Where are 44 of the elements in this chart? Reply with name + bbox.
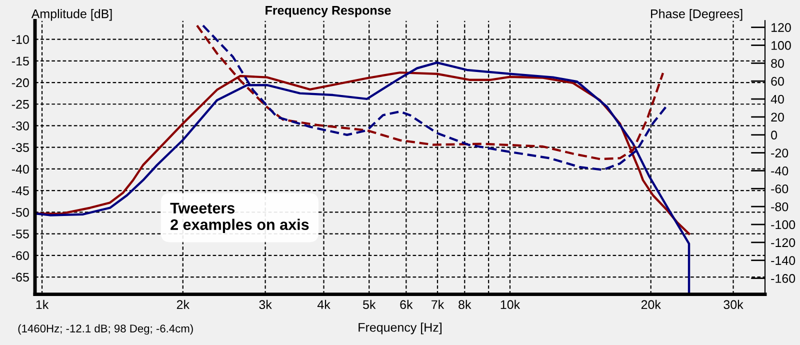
- y-tick-label: -30: [12, 122, 29, 130]
- y2-tick-label: 20: [771, 112, 784, 122]
- y-tick-label: -45: [12, 186, 29, 196]
- y2-tick-label: -20: [771, 148, 788, 158]
- y-tick-label: -10: [12, 35, 29, 44]
- y2-tick-label: -160: [771, 274, 796, 283]
- y-tick-label: -20: [12, 78, 29, 88]
- text: (1460Hz; -12.1 dB; 98 Deg; -6.4cm): [18, 324, 193, 335]
- y2-tick-label: -40: [771, 166, 788, 176]
- x-tick-label: 3k: [259, 300, 272, 310]
- y2-axis-title: Phase [Degrees]: [651, 9, 742, 21]
- y2-tick-label: 60: [771, 76, 784, 86]
- y2-tick-label: -140: [771, 256, 796, 265]
- x-tick-label: 5k: [363, 300, 376, 310]
- x-tick-label: 20k: [641, 300, 661, 310]
- chart-title: Frequency Response: [266, 6, 391, 18]
- y2-tick-label: -60: [771, 184, 788, 194]
- x-tick-label: 8k: [458, 300, 472, 310]
- x-tick-label: 7k: [432, 300, 444, 309]
- y-tick-label: -35: [12, 143, 29, 152]
- y2-tick-label: 80: [771, 58, 784, 68]
- y-tick-label: -40: [12, 164, 29, 174]
- y2-tick-label: -80: [771, 202, 788, 212]
- y2-tick-label: 0: [771, 130, 778, 140]
- y2-tick-label: 100: [772, 41, 791, 50]
- y2-tick-label: 40: [770, 94, 784, 104]
- x-tick-label: 6k: [400, 300, 413, 310]
- y-axis-title: Amplitude [dB]: [31, 9, 112, 21]
- y2-tick-label: 120: [772, 23, 791, 32]
- y-tick-label: -60: [12, 251, 29, 260]
- x-tick-label: 30k: [724, 300, 744, 310]
- y-tick-label: -65: [12, 272, 29, 282]
- y2-tick-label: -100: [771, 220, 796, 230]
- y-tick-label: -25: [12, 100, 29, 109]
- y-tick-label: -50: [12, 208, 29, 217]
- y2-tick-label: -120: [771, 238, 796, 248]
- x-tick-label: 10k: [500, 300, 520, 310]
- x-tick-label: 2k: [176, 300, 190, 309]
- y-tick-label: -15: [12, 56, 29, 66]
- x-tick-label: 4k: [317, 300, 330, 309]
- x-axis-title: Frequency [Hz]: [358, 322, 442, 334]
- annotation: Tweeters 2 examples on axis: [170, 202, 309, 234]
- y-tick-label: -55: [12, 230, 29, 238]
- x-tick-label: 1k: [36, 300, 49, 309]
